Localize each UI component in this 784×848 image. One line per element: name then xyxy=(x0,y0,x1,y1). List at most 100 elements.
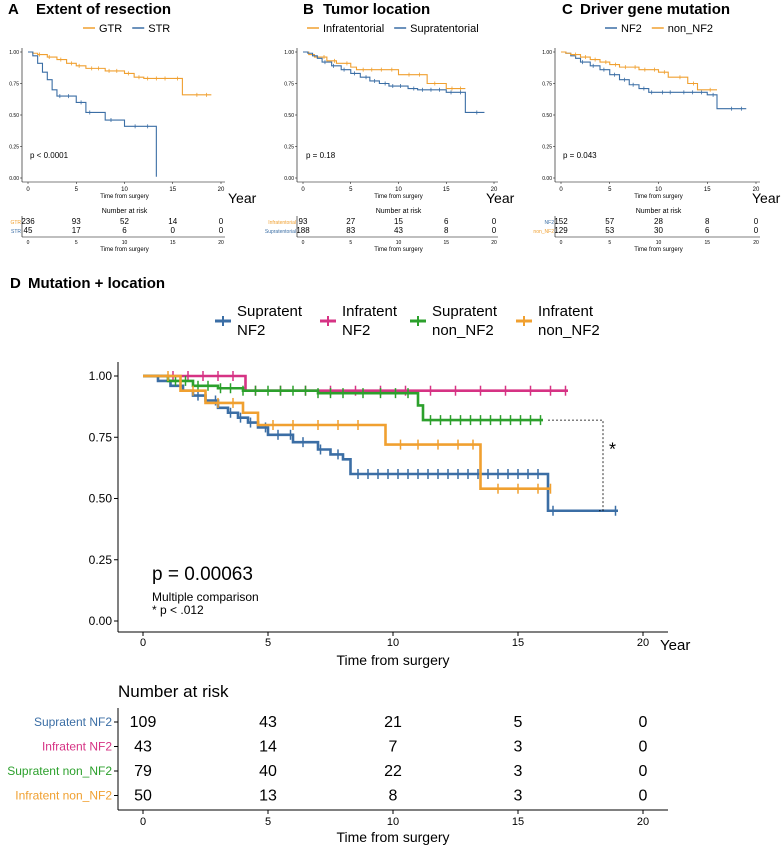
y-tick-label: 1.00 xyxy=(542,50,552,56)
risk-value: 93 xyxy=(299,217,308,226)
y-tick-label: 0.00 xyxy=(9,176,19,182)
risk-value: 0 xyxy=(492,217,497,226)
risk-x-tick-label: 20 xyxy=(491,240,497,246)
risk-value: 45 xyxy=(24,226,33,235)
series-line-NF2 xyxy=(561,51,747,110)
x-tick-label: 10 xyxy=(395,187,402,193)
risk-value: 13 xyxy=(259,788,277,805)
y-tick-label: 0.75 xyxy=(9,82,19,88)
series-line-Infratentorial xyxy=(303,51,466,90)
panel-title: Tumor location xyxy=(323,1,430,18)
risk-value: 0 xyxy=(171,226,176,235)
risk-value: 21 xyxy=(384,714,402,731)
x-axis-label: Time from surgery xyxy=(336,652,449,668)
y-tick-label: 0.25 xyxy=(542,145,552,151)
p-value: p < 0.0001 xyxy=(30,151,69,160)
risk-x-axis-label: Time from surgery xyxy=(100,247,148,253)
risk-title: Number at risk xyxy=(102,208,148,215)
legend-label-line1: Infratent xyxy=(538,303,594,320)
panel-letter: A xyxy=(8,1,19,18)
legend-label-line1: Infratent xyxy=(342,303,398,320)
risk-value: 43 xyxy=(394,226,403,235)
legend-label-line1: Supratent xyxy=(432,303,498,320)
risk-x-tick-label: 20 xyxy=(753,240,759,246)
risk-x-tick-label: 0 xyxy=(140,816,146,828)
x-tick-label: 15 xyxy=(704,187,711,193)
y-tick-label: 1.00 xyxy=(89,369,113,383)
risk-value: 43 xyxy=(134,739,152,756)
significance-star: * xyxy=(609,439,616,459)
risk-title: Number at risk xyxy=(636,208,682,215)
note-title: Multiple comparison xyxy=(152,590,259,604)
x-tick-label: 5 xyxy=(75,187,79,193)
risk-value: 8 xyxy=(705,217,710,226)
risk-x-tick-label: 15 xyxy=(512,816,524,828)
risk-value: 3 xyxy=(514,788,523,805)
legend-label-line1: Supratent xyxy=(237,303,303,320)
risk-value: 8 xyxy=(389,788,398,805)
risk-value: 152 xyxy=(554,217,568,226)
risk-x-tick-label: 20 xyxy=(218,240,224,246)
panel-letter: C xyxy=(562,1,573,18)
legend-label-line2: non_NF2 xyxy=(538,322,600,339)
y-tick-label: 0.50 xyxy=(89,492,113,506)
panel-d: D Mutation + location Supratent NF2 Infraten… xyxy=(7,275,690,845)
risk-x-tick-label: 5 xyxy=(75,240,78,246)
risk-row-label: Supratentorial xyxy=(265,229,296,235)
risk-value: 15 xyxy=(394,217,403,226)
y-tick-label: 0.75 xyxy=(284,82,294,88)
risk-value: 6 xyxy=(122,226,127,235)
risk-value: 14 xyxy=(168,217,177,226)
x-tick-label: 15 xyxy=(512,637,524,649)
risk-value: 0 xyxy=(219,226,224,235)
panel-letter: D xyxy=(10,275,21,292)
legend-label-line2: non_NF2 xyxy=(432,322,494,339)
risk-x-tick-label: 15 xyxy=(704,240,710,246)
x-tick-label: 20 xyxy=(637,637,649,649)
risk-value: 236 xyxy=(21,217,35,226)
risk-value: 0 xyxy=(639,763,648,780)
panel-c: C Driver gene mutation NF2 non_NF2 0.00 0.25 0… xyxy=(533,1,780,253)
risk-title: Number at risk xyxy=(376,208,422,215)
panel-a: A Extent of resection GTR STR 0.00 0.25 0.50 0.… xyxy=(8,1,257,253)
risk-x-tick-label: 5 xyxy=(608,240,611,246)
x-unit-label: Year xyxy=(228,190,257,206)
risk-x-tick-label: 20 xyxy=(637,816,649,828)
risk-value: 5 xyxy=(514,714,523,731)
series-line-Infratent-NF2 xyxy=(143,374,568,392)
panel-title: Driver gene mutation xyxy=(580,1,730,18)
y-tick-label: 0.50 xyxy=(9,113,19,119)
risk-value: 79 xyxy=(134,763,152,780)
legend-label: Supratentorial xyxy=(410,23,479,35)
x-tick-label: 5 xyxy=(349,187,353,193)
panel-title: Mutation + location xyxy=(28,275,165,292)
y-tick-label: 1.00 xyxy=(284,50,294,56)
x-tick-label: 20 xyxy=(218,187,225,193)
legend-label: STR xyxy=(148,23,170,35)
risk-value: 0 xyxy=(639,788,648,805)
risk-x-tick-label: 5 xyxy=(349,240,352,246)
risk-value: 17 xyxy=(72,226,81,235)
x-tick-label: 0 xyxy=(140,637,146,649)
risk-value: 6 xyxy=(444,217,449,226)
risk-value: 57 xyxy=(605,217,614,226)
risk-value: 83 xyxy=(346,226,355,235)
risk-x-tick-label: 15 xyxy=(170,240,176,246)
y-tick-label: 0.25 xyxy=(89,553,113,567)
x-tick-label: 20 xyxy=(753,187,760,193)
x-unit-label: Year xyxy=(660,637,690,654)
risk-row-label: STR xyxy=(11,229,21,235)
x-tick-label: 10 xyxy=(387,637,399,649)
risk-value: 0 xyxy=(639,739,648,756)
risk-x-axis-label: Time from surgery xyxy=(634,247,682,253)
p-value: p = 0.043 xyxy=(563,151,597,160)
risk-value: 40 xyxy=(259,763,277,780)
risk-value: 30 xyxy=(654,226,663,235)
risk-value: 129 xyxy=(554,226,568,235)
x-unit-label: Year xyxy=(752,190,781,206)
risk-value: 53 xyxy=(605,226,614,235)
x-tick-label: 5 xyxy=(608,187,612,193)
significance-bracket xyxy=(548,419,604,512)
y-tick-label: 0.00 xyxy=(89,614,113,628)
risk-value: 8 xyxy=(444,226,449,235)
